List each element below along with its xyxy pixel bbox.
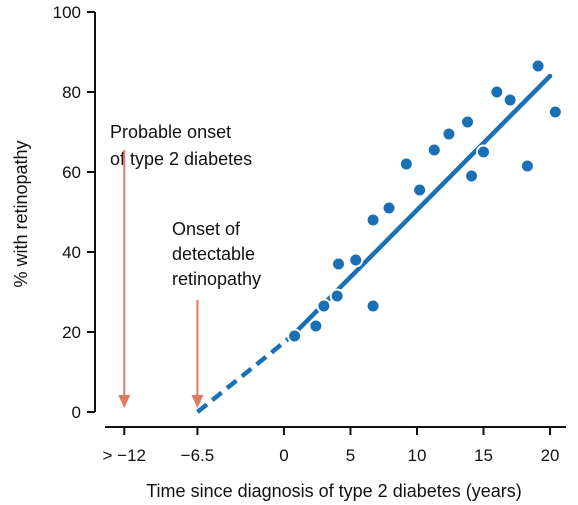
- y-axis-title: % with retinopathy: [11, 140, 31, 287]
- data-point-5: [348, 252, 364, 268]
- data-point-10: [412, 182, 428, 198]
- y-tick-label-40: 40: [62, 243, 81, 262]
- x-tick-label-3: 5: [346, 446, 355, 465]
- x-tick-label-4: 10: [408, 446, 427, 465]
- data-point-19: [530, 58, 546, 74]
- x-tick-label-5: 15: [474, 446, 493, 465]
- x-tick-label-2: 0: [279, 446, 288, 465]
- data-point-2: [316, 298, 332, 314]
- annotation-0-line-1: of type 2 diabetes: [110, 149, 252, 169]
- annotation-1-line-1: detectable: [172, 244, 255, 264]
- data-point-20: [547, 104, 563, 120]
- annotation-0-arrow-head: [118, 395, 131, 408]
- y-tick-label-0: 0: [72, 403, 81, 422]
- y-tick-label-20: 20: [62, 323, 81, 342]
- axes: 0 20 40 60 80 100 > −12 −6.5 0 5 10 15 20: [53, 3, 566, 465]
- data-point-0: [287, 328, 303, 344]
- data-point-15: [476, 144, 492, 160]
- x-axis-title: Time since diagnosis of type 2 diabetes …: [146, 481, 522, 501]
- y-tick-label-100: 100: [53, 3, 81, 22]
- annotation-1-line-0: Onset of: [172, 219, 241, 239]
- data-point-16: [489, 84, 505, 100]
- data-point-7: [365, 212, 381, 228]
- annotations: Probable onset of type 2 diabetes Onset of…: [110, 122, 261, 408]
- data-point-14: [464, 168, 480, 184]
- annotation-1-line-2: retinopathy: [172, 269, 261, 289]
- data-point-18: [519, 158, 535, 174]
- annotation-1-arrow-head: [191, 395, 204, 408]
- data-point-8: [381, 200, 397, 216]
- data-point-6: [365, 298, 381, 314]
- data-point-13: [460, 114, 476, 130]
- data-point-9: [398, 156, 414, 172]
- data-point-17: [502, 92, 518, 108]
- data-points: [287, 58, 563, 344]
- annotation-0-line-0: Probable onset: [110, 122, 231, 142]
- x-tick-label-1: −6.5: [181, 446, 215, 465]
- x-tick-label-0: > −12: [103, 446, 147, 465]
- y-tick-label-60: 60: [62, 163, 81, 182]
- y-tick-label-80: 80: [62, 83, 81, 102]
- x-tick-label-6: 20: [541, 446, 560, 465]
- data-point-1: [308, 318, 324, 334]
- trend-line-dashed: [196, 334, 294, 414]
- data-point-4: [330, 256, 346, 272]
- data-point-12: [441, 126, 457, 142]
- data-point-3: [329, 288, 345, 304]
- data-point-11: [426, 142, 442, 158]
